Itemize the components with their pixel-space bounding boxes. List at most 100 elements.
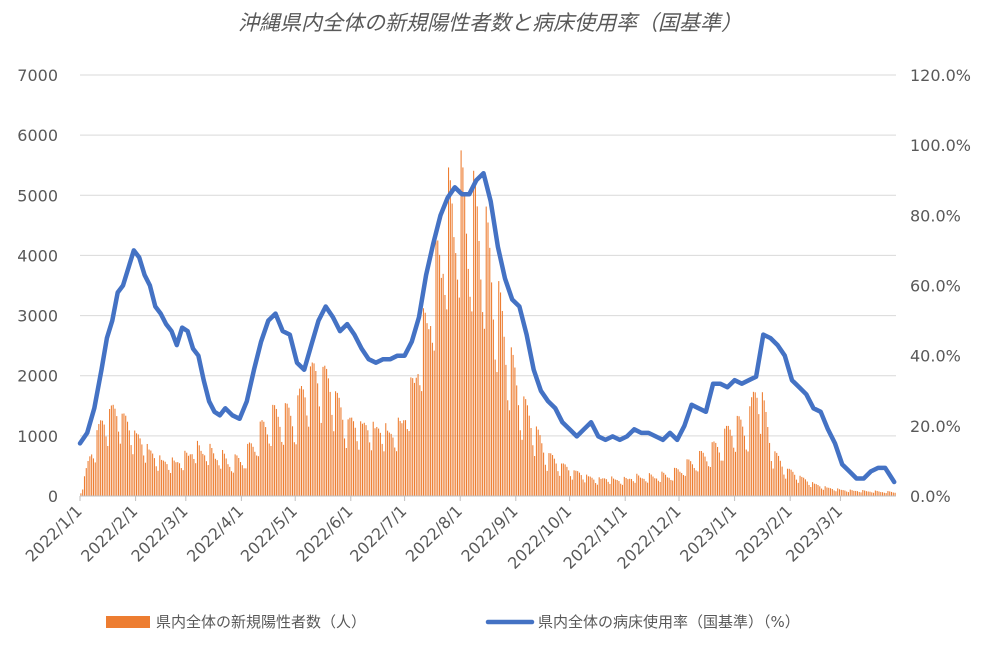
bar	[577, 471, 579, 496]
bar	[173, 460, 175, 496]
bar	[417, 374, 419, 496]
bar	[806, 481, 808, 496]
bar	[482, 312, 484, 496]
x-tick-label: 2022/8/1	[402, 501, 466, 565]
bar	[437, 240, 439, 496]
bar	[874, 490, 876, 496]
bar	[455, 253, 457, 496]
bar	[747, 451, 749, 496]
bar	[302, 389, 304, 496]
bar	[774, 451, 776, 496]
bar	[882, 492, 884, 496]
bar	[467, 268, 469, 496]
bar	[130, 445, 132, 496]
bar	[365, 425, 367, 496]
bar	[821, 488, 823, 496]
bar	[471, 311, 473, 496]
bar	[788, 468, 790, 496]
bar	[629, 478, 631, 496]
bar	[890, 491, 893, 496]
bar	[387, 430, 389, 496]
bar	[263, 421, 265, 496]
x-axis: 2022/1/12022/2/12022/3/12022/4/12022/5/1…	[22, 495, 896, 573]
bar	[779, 460, 781, 496]
bar	[885, 493, 887, 496]
bar	[395, 451, 398, 496]
bar	[191, 454, 193, 496]
bar	[604, 478, 606, 496]
bar	[880, 492, 882, 496]
bar	[656, 478, 658, 496]
bar	[614, 479, 616, 496]
bar	[684, 475, 686, 496]
bar	[681, 473, 683, 496]
bar	[550, 453, 552, 496]
bar	[867, 491, 869, 496]
bar	[218, 465, 220, 496]
bar	[489, 247, 491, 496]
bar	[711, 442, 713, 496]
bar	[284, 403, 286, 496]
bar	[211, 447, 213, 496]
bar	[738, 416, 740, 496]
bar	[654, 478, 656, 496]
bar	[401, 423, 403, 496]
bar	[428, 329, 430, 496]
bar	[109, 408, 111, 496]
bar	[894, 492, 896, 496]
bar	[300, 386, 303, 496]
bar	[213, 453, 215, 496]
bar	[543, 452, 545, 496]
bar	[318, 406, 320, 496]
bar	[517, 405, 520, 496]
bar	[358, 449, 360, 496]
bar	[562, 463, 564, 496]
bar	[220, 468, 222, 496]
bar	[403, 420, 405, 496]
bar	[248, 442, 251, 496]
bar	[672, 480, 674, 496]
bar	[611, 476, 613, 496]
bar	[177, 462, 179, 496]
bar	[128, 430, 130, 496]
bar	[474, 183, 476, 496]
bar	[650, 474, 652, 496]
bar	[849, 489, 851, 496]
bar	[322, 366, 324, 496]
bar	[544, 464, 546, 496]
bar	[83, 476, 86, 496]
bar	[709, 466, 711, 496]
bar	[708, 466, 710, 496]
bar	[505, 364, 507, 496]
bar	[343, 438, 346, 496]
legend-swatch-bars	[106, 616, 150, 628]
bar	[523, 396, 525, 496]
bar	[770, 461, 772, 496]
bar	[691, 464, 693, 496]
bar	[326, 368, 328, 496]
bar	[804, 479, 806, 496]
y-right-tick-label: 40.0%	[910, 347, 961, 366]
bar	[453, 237, 455, 496]
bar	[869, 491, 871, 496]
bar	[557, 471, 559, 496]
bar	[464, 195, 466, 497]
bar	[756, 397, 758, 496]
y-left-tick-label: 2000	[17, 367, 58, 386]
bar	[238, 457, 240, 496]
left-axis-tick-labels: 0 1000 2000 3000 4000 5000 6000 7000	[17, 66, 58, 506]
bar	[408, 431, 410, 496]
bar	[293, 442, 295, 496]
bar	[135, 433, 138, 496]
bar	[137, 434, 139, 496]
y-right-tick-label: 60.0%	[910, 277, 961, 296]
bar	[837, 488, 839, 496]
bar	[616, 480, 618, 496]
bar	[883, 492, 885, 496]
bar	[740, 419, 742, 496]
bar	[478, 240, 480, 496]
bar	[205, 461, 207, 496]
bar	[717, 446, 719, 496]
bar	[521, 439, 523, 496]
bar	[569, 476, 572, 496]
